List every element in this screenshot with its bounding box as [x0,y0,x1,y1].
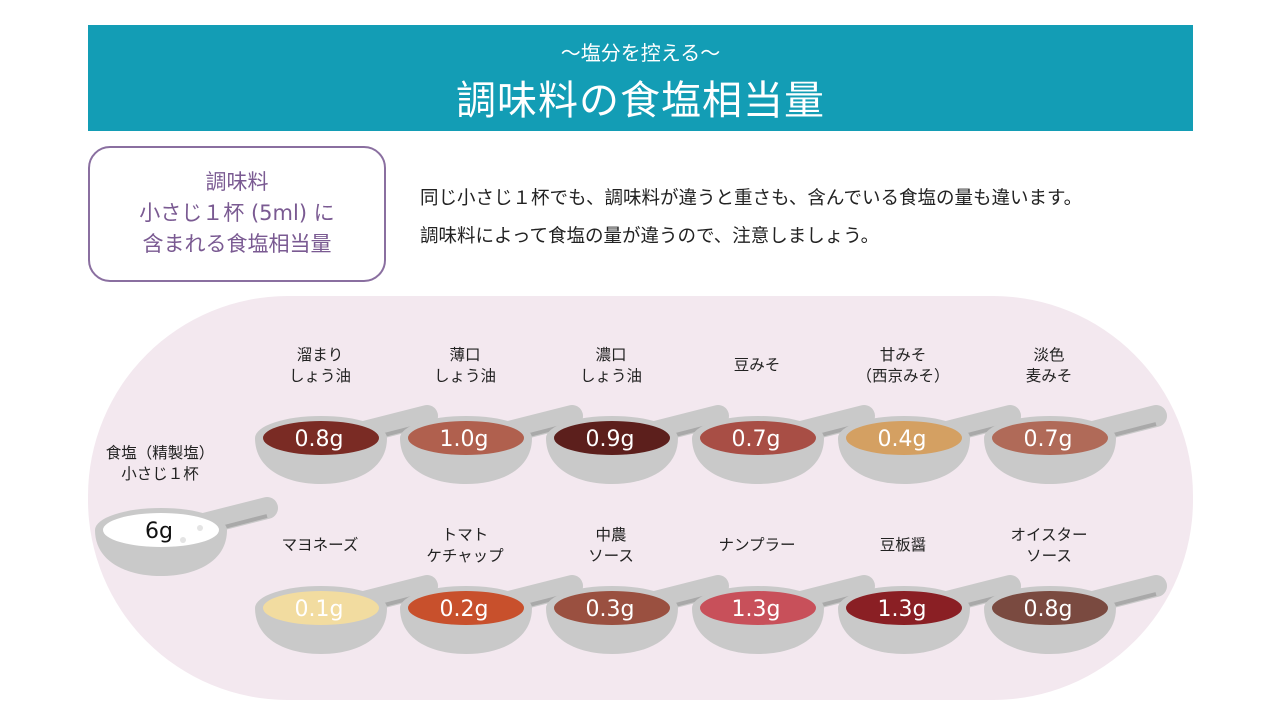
spoon-fill [103,513,219,547]
seasoning-name: 甘みそ （西京みそ） [823,345,983,387]
seasoning-name-line: 淡色 [1033,346,1065,364]
measuring-spoon-icon: 1.3g [692,575,875,654]
caption-line: 調味料 [205,170,269,194]
salt-value: 0.8g [1024,597,1073,622]
seasoning-name-line: 中農 [595,526,627,544]
seasoning-name-line: しょう油 [433,367,496,385]
seasoning-name-line: オイスター [1010,526,1088,544]
measuring-spoon-icon: 6g [95,497,278,576]
intro-line: 調味料によって食塩の量が違うので、注意しましょう。 [420,226,880,247]
salt-value: 6g [145,519,173,544]
seasoning-name: 中農 ソース [531,525,691,567]
seasoning-name-line: 豆みそ [733,356,781,374]
salt-value: 0.2g [440,597,489,622]
salt-value: 1.0g [440,427,489,452]
seasoning-name: マヨネーズ [240,535,400,556]
spoon-fill [554,591,670,625]
salt-value: 0.3g [586,597,635,622]
measuring-spoon-icon: 0.7g [692,405,875,484]
seasoning-name-line: マヨネーズ [281,536,359,554]
salt-value: 1.3g [878,597,927,622]
spoon-fill [263,421,379,455]
seasoning-name-line: トマト [441,526,489,544]
salt-value: 0.9g [586,427,635,452]
salt-value: 0.8g [295,427,344,452]
seasoning-name: 豆みそ [677,355,837,376]
salt-value: 0.7g [1024,427,1073,452]
spoon-fill [408,591,524,625]
seasoning-name: 溜まり しょう油 [240,345,400,387]
title-banner: ～塩分を控える～ 調味料の食塩相当量 [88,25,1193,131]
spoon-fill [263,591,379,625]
spoon-fill [992,591,1108,625]
salt-value: 0.7g [732,427,781,452]
spoon-fill [846,421,962,455]
salt-value: 0.4g [878,427,927,452]
intro-line: 同じ小さじ１杯でも、調味料が違うと重さも、含んでいる食塩の量も違います。 [420,188,1083,209]
caption-line: 小さじ１杯 (5ml) に [139,201,335,225]
page-title: 調味料の食塩相当量 [456,78,825,124]
spoon-fill [554,421,670,455]
seasoning-name-line: しょう油 [288,367,351,385]
seasoning-name: 濃口 しょう油 [531,345,691,387]
spoon-fill [992,421,1108,455]
measuring-spoon-icon: 0.8g [984,575,1167,654]
seasoning-name: 食塩（精製塩） 小さじ１杯 [80,443,240,485]
subtitle: ～塩分を控える～ [560,41,721,65]
measuring-spoon-icon: 0.3g [546,575,729,654]
measuring-spoon-icon: 0.9g [546,405,729,484]
seasoning-name: ナンプラー [677,535,837,556]
seasoning-name-line: 濃口 [595,346,627,364]
seasoning-name-line: 麦みそ [1025,367,1073,385]
spoon-fill [408,421,524,455]
seasoning-name: 薄口 しょう油 [385,345,545,387]
measuring-spoon-icon: 0.1g [255,575,438,654]
intro-text: 同じ小さじ１杯でも、調味料が違うと重さも、含んでいる食塩の量も違います。 調味料… [420,180,1082,256]
salt-value: 0.1g [295,597,344,622]
measuring-spoon-icon: 1.3g [838,575,1021,654]
seasoning-name-line: 溜まり [296,346,344,364]
seasoning-name: 淡色 麦みそ [969,345,1129,387]
spoon-fill [700,591,816,625]
seasoning-name-line: 豆板醤 [879,536,927,554]
measuring-spoon-icon: 0.2g [400,575,583,654]
seasoning-name: オイスター ソース [969,525,1129,567]
seasoning-name: トマト ケチャップ [385,525,545,567]
spoon-fill [700,421,816,455]
measuring-spoon-icon: 1.0g [400,405,583,484]
salt-value: 1.3g [732,597,781,622]
seasoning-name-line: しょう油 [579,367,642,385]
seasoning-name: 豆板醤 [823,535,983,556]
measuring-spoon-icon: 0.4g [838,405,1021,484]
seasoning-name-line: ケチャップ [426,547,504,565]
seasoning-name-line: ソース [1026,547,1072,565]
caption-line: 含まれる食塩相当量 [142,232,332,256]
seasoning-name-line: ソース [588,547,634,565]
seasoning-name-line: 薄口 [449,346,481,364]
seasoning-name-line: 小さじ１杯 [121,465,199,483]
spoon-fill [846,591,962,625]
seasoning-name-line: ナンプラー [718,536,796,554]
measuring-spoon-icon: 0.7g [984,405,1167,484]
seasoning-name-line: 食塩（精製塩） [105,444,215,462]
measuring-spoon-icon: 0.8g [255,405,438,484]
seasoning-name-line: （西京みそ） [856,367,950,385]
seasoning-name-line: 甘みそ [879,346,927,364]
caption-box: 調味料 小さじ１杯 (5ml) に 含まれる食塩相当量 [88,146,386,282]
